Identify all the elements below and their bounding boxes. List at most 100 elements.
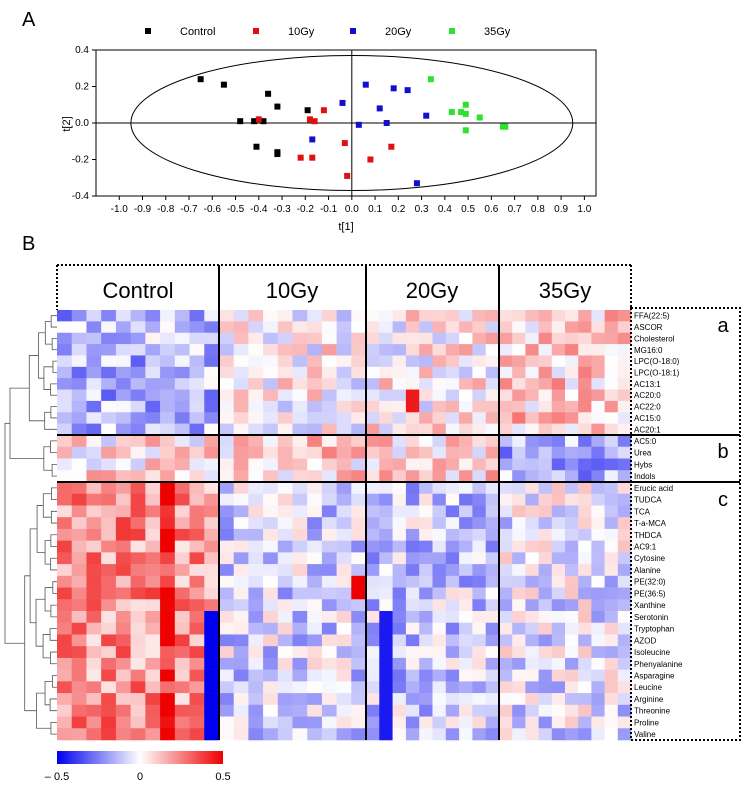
heatmap-cell (174, 470, 190, 483)
heatmap-cell (115, 575, 131, 588)
heatmap-cell (71, 552, 87, 565)
scatter-point-10gy (309, 154, 316, 161)
heatmap-cell (189, 587, 205, 600)
heatmap-cell (115, 435, 131, 448)
heatmap-cell (101, 344, 117, 356)
heatmap-cell (392, 470, 407, 483)
heatmap-cell (366, 693, 380, 706)
heatmap-cell (292, 693, 308, 706)
heatmap-cell (604, 646, 619, 659)
cluster-label-b: b (717, 441, 728, 463)
heatmap-cell (432, 669, 447, 682)
heatmap-cell (160, 423, 176, 436)
heatmap-cell (578, 599, 592, 612)
heatmap-cell (71, 446, 87, 459)
heatmap-cell (445, 344, 460, 356)
heatmap-cell (392, 321, 407, 334)
heatmap-cell (115, 693, 131, 706)
heatmap-cell (525, 564, 539, 577)
heatmap-cell (512, 657, 526, 670)
heatmap-cell (538, 366, 553, 379)
heatmap-cell (336, 446, 352, 459)
heatmap-cell (551, 446, 566, 459)
heatmap-cell (292, 657, 308, 670)
heatmap-cell (336, 669, 352, 682)
heatmap-cell (336, 470, 352, 483)
heatmap-cell (204, 470, 220, 483)
heatmap-cell (174, 622, 190, 635)
heatmap-cell (512, 517, 526, 530)
heatmap-cell (321, 458, 337, 471)
heatmap-cell (485, 693, 500, 706)
heatmap-cell (392, 728, 407, 741)
heatmap-cell (292, 412, 308, 424)
heatmap-cell (578, 435, 592, 448)
heatmap-cell (512, 470, 526, 483)
heatmap-cell (405, 470, 420, 483)
heatmap-cell (307, 587, 323, 600)
heatmap-cell (565, 389, 579, 402)
heatmap-cell (392, 482, 407, 495)
heatmap-cell (248, 470, 264, 483)
heatmap-cell (233, 517, 249, 530)
heatmap-cell (263, 344, 279, 356)
heatmap-cell (263, 355, 279, 368)
heatmap-cell (248, 704, 264, 717)
heatmap-cell (336, 321, 352, 334)
heatmap-cell (445, 310, 460, 322)
heatmap-cell (379, 716, 393, 729)
heatmap-cell (499, 657, 513, 670)
heatmap-cell (277, 505, 293, 518)
heatmap-cell (351, 458, 367, 471)
heatmap-cell (174, 423, 190, 436)
heatmap-cell (277, 412, 293, 424)
heatmap-cell (578, 681, 592, 694)
heatmap-cell (130, 716, 146, 729)
heatmap-cell (604, 493, 619, 506)
heatmap-cell (604, 423, 619, 436)
heatmap-cell (233, 587, 249, 600)
heatmap-cell (57, 540, 73, 553)
heatmap-cell (405, 681, 420, 694)
heatmap-cell (277, 344, 293, 356)
y-tick-label: 0.4 (75, 45, 89, 56)
heatmap-cell (263, 412, 279, 424)
heatmap-cell (115, 493, 131, 506)
heatmap-cell (485, 389, 500, 402)
heatmap-cell (219, 355, 234, 368)
heatmap-cell (307, 599, 323, 612)
heatmap-cell (204, 446, 220, 459)
heatmap-cell (419, 505, 433, 518)
scatter-point-20gy (423, 112, 430, 119)
heatmap-cell (366, 355, 380, 368)
heatmap-cell (115, 564, 131, 577)
heatmap-cell (248, 366, 264, 379)
heatmap-cell (472, 528, 486, 541)
heatmap-cell (321, 321, 337, 334)
heatmap-cell (145, 344, 161, 356)
heatmap-cell (604, 681, 619, 694)
heatmap-cell (336, 389, 352, 402)
heatmap-cell (219, 599, 234, 612)
heatmap-cell (551, 505, 566, 518)
heatmap-cell (366, 482, 380, 495)
heatmap-cell (321, 540, 337, 553)
heatmap-cell (591, 423, 605, 436)
heatmap-cell (565, 587, 579, 600)
heatmap-cell (277, 622, 293, 635)
heatmap-cell (366, 493, 380, 506)
heatmap-cell (578, 378, 592, 390)
heatmap-cell (233, 400, 249, 413)
heatmap-cell (115, 321, 131, 334)
heatmap-cell (145, 657, 161, 670)
row-label: Urea (634, 449, 652, 458)
heatmap-cell (219, 552, 234, 565)
heatmap-cell (233, 681, 249, 694)
heatmap-cell (432, 366, 447, 379)
heatmap-cell (578, 505, 592, 518)
heatmap-cell (405, 599, 420, 612)
heatmap-cell (432, 528, 447, 541)
dendrogram-link (50, 604, 57, 618)
heatmap-cell (445, 505, 460, 518)
heatmap-cell (538, 528, 553, 541)
